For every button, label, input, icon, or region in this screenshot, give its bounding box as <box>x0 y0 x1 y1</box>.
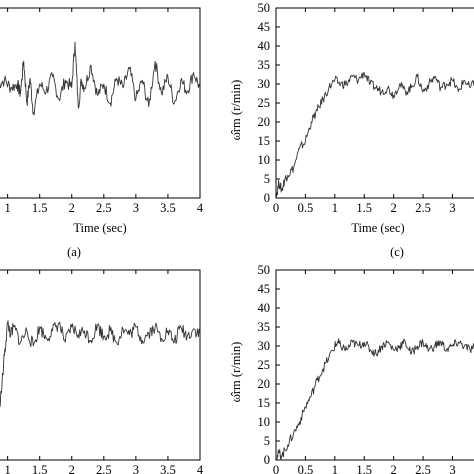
panel-b-x-tick-label: 4 <box>197 463 204 474</box>
panel-c-x-tick-label: 0.5 <box>298 201 314 215</box>
panel-a-x-tick-label: 1.5 <box>32 201 48 215</box>
panel-c: 0 0.5 1 1.5 2 2.5 3 0 5 10 15 20 25 30 35 40 45 50 Time … <box>229 1 474 259</box>
panel-d-x-tick-label: 0 <box>273 463 279 474</box>
panel-c-x-tick-label: 1.5 <box>356 201 372 215</box>
panel-d-series-line <box>275 338 474 460</box>
panel-d-y-tick-label: 40 <box>258 301 271 315</box>
panel-a-x-ticks: 1 1.5 2 2.5 3 3.5 4 <box>4 8 204 215</box>
panel-d-x-tick-label: 2.5 <box>415 463 431 474</box>
panel-d-y-tick-label: 30 <box>258 339 271 353</box>
panel-d-x-tick-label: 3 <box>449 463 455 474</box>
panel-a-x-tick-label: 2.5 <box>96 201 112 215</box>
panel-c-x-tick-label: 2 <box>391 201 397 215</box>
panel-c-y-tick-label: 40 <box>258 39 271 53</box>
panel-b-frame <box>0 269 201 461</box>
panel-b-x-tick-label: 1 <box>4 463 10 474</box>
panel-c-x-ticks: 0 0.5 1 1.5 2 2.5 3 <box>273 8 456 215</box>
panel-a-x-label: Time (sec) <box>73 221 126 235</box>
panel-c-x-tick-label: 2.5 <box>415 201 431 215</box>
panel-b-x-tick-label: 3 <box>133 463 139 474</box>
panel-c-x-label: Time (sec) <box>351 221 404 235</box>
panel-a-frame <box>0 7 201 199</box>
panel-a-x-tick-label: 3.5 <box>160 201 176 215</box>
panel-d-x-ticks: 0 0.5 1 1.5 2 2.5 3 <box>273 270 456 474</box>
panel-c-y-tick-label: 15 <box>258 134 271 148</box>
panel-c-series-line <box>275 72 474 198</box>
panel-d-y-tick-label: 5 <box>264 434 270 448</box>
panel-a-x-tick-label: 1 <box>4 201 10 215</box>
panel-b-x-tick-label: 2 <box>69 463 75 474</box>
panel-d-x-tick-label: 2 <box>391 463 397 474</box>
panel-d-y-tick-label: 10 <box>258 415 271 429</box>
panel-b: 1 1.5 2 2.5 3 3.5 4 <box>0 269 204 474</box>
panel-d-x-tick-label: 0.5 <box>298 463 314 474</box>
panel-c-x-tick-label: 3 <box>449 201 455 215</box>
panel-a: 1 1.5 2 2.5 3 3.5 4 Time (sec) (a) <box>0 7 204 259</box>
panel-c-y-tick-label: 0 <box>264 191 270 205</box>
panel-a-x-tick-label: 3 <box>133 201 139 215</box>
panel-d-x-tick-label: 1 <box>332 463 338 474</box>
panel-b-x-tick-label: 2.5 <box>96 463 112 474</box>
panel-d-x-tick-label: 1.5 <box>356 463 372 474</box>
panel-c-y-tick-label: 10 <box>258 153 271 167</box>
panel-c-x-tick-label: 0 <box>273 201 279 215</box>
panel-c-caption: (c) <box>390 245 404 259</box>
panel-d-frame <box>275 269 474 461</box>
panel-c-y-ticks: 0 5 10 15 20 25 30 35 40 45 50 <box>258 1 280 205</box>
panel-c-y-tick-label: 35 <box>258 58 271 72</box>
panel-c-x-tick-label: 1 <box>332 201 338 215</box>
panel-d-y-tick-label: 35 <box>258 320 271 334</box>
panel-d-y-tick-label: 50 <box>258 263 271 277</box>
panel-d-y-tick-label: 0 <box>264 453 270 467</box>
panel-a-series-line <box>0 41 201 116</box>
panel-c-y-tick-label: 45 <box>258 20 271 34</box>
panel-c-y-tick-label: 50 <box>258 1 271 15</box>
panel-d: 0 0.5 1 1.5 2 2.5 3 0 5 10 15 20 25 30 35 40 45 50 ω̂rm … <box>229 263 474 474</box>
panel-d-y-tick-label: 45 <box>258 282 271 296</box>
panel-c-y-tick-label: 30 <box>258 77 271 91</box>
panel-d-y-label: ω̂rm (r/min) <box>229 342 243 403</box>
panel-c-y-tick-label: 5 <box>264 172 270 186</box>
panel-a-x-tick-label: 2 <box>69 201 75 215</box>
panel-b-series-line <box>0 320 201 408</box>
panel-c-frame <box>275 7 474 199</box>
panel-b-x-tick-label: 1.5 <box>32 463 48 474</box>
panel-d-y-tick-label: 15 <box>258 396 271 410</box>
panel-d-y-ticks: 0 5 10 15 20 25 30 35 40 45 50 <box>258 263 280 467</box>
panel-b-x-ticks: 1 1.5 2 2.5 3 3.5 4 <box>4 270 204 474</box>
panel-d-y-tick-label: 25 <box>258 358 271 372</box>
panel-a-caption: (a) <box>67 245 81 259</box>
panel-b-x-tick-label: 3.5 <box>160 463 176 474</box>
panel-c-y-tick-label: 25 <box>258 96 271 110</box>
panel-c-y-label: ω̂rm (r/min) <box>229 80 243 141</box>
panel-d-y-tick-label: 20 <box>258 377 271 391</box>
panel-c-y-tick-label: 20 <box>258 115 271 129</box>
panel-a-x-tick-label: 4 <box>197 201 204 215</box>
